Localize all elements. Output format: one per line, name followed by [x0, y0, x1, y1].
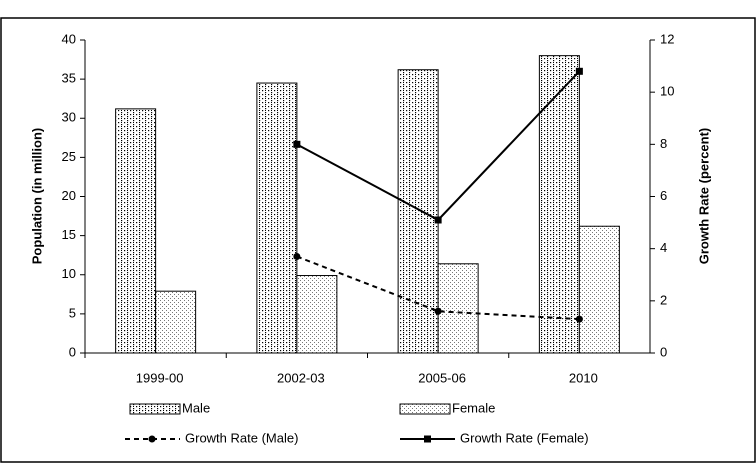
- y-tick-label: 0: [69, 344, 76, 359]
- line: [296, 255, 580, 321]
- y-tick-label: 20: [62, 188, 76, 203]
- y-tick-label: 15: [62, 227, 76, 242]
- y2-tick-label: 12: [660, 31, 674, 46]
- bar: [296, 275, 338, 354]
- legend-label: Male: [182, 400, 210, 415]
- point: [575, 315, 583, 323]
- y2-axis-title: Growth Rate (percent): [696, 128, 711, 265]
- point: [293, 252, 301, 260]
- x-tick-label: 2002-03: [277, 370, 325, 385]
- y2-tick-label: 6: [660, 188, 667, 203]
- x-tick-label: 2005-06: [418, 370, 466, 385]
- x-tick-label: 2010: [569, 370, 598, 385]
- y-tick-label: 5: [69, 305, 76, 320]
- bar: [437, 263, 479, 354]
- y2-tick-label: 2: [660, 292, 667, 307]
- point: [575, 67, 583, 75]
- bar: [256, 82, 298, 354]
- legend-swatch: [129, 403, 181, 415]
- bar: [538, 55, 580, 354]
- y-tick-label: 30: [62, 110, 76, 125]
- point: [434, 216, 442, 224]
- bar: [397, 69, 439, 354]
- y2-tick-label: 8: [660, 136, 667, 151]
- point: [293, 140, 301, 148]
- legend-label: Growth Rate (Female): [460, 430, 589, 445]
- y-tick-label: 25: [62, 149, 76, 164]
- y2-tick-label: 0: [660, 344, 667, 359]
- y-tick-label: 40: [62, 31, 76, 46]
- y2-tick-label: 4: [660, 240, 667, 255]
- bar: [155, 290, 197, 354]
- y-tick-label: 35: [62, 71, 76, 86]
- legend-marker: [148, 435, 156, 443]
- legend-label: Growth Rate (Male): [185, 430, 298, 445]
- legend-marker: [424, 435, 431, 443]
- y2-tick-label: 10: [660, 84, 674, 99]
- y-tick-label: 10: [62, 266, 76, 281]
- x-tick-label: 1999-00: [136, 370, 184, 385]
- legend-swatch: [399, 403, 451, 415]
- point: [434, 307, 442, 315]
- legend-label: Female: [452, 400, 495, 415]
- frame: [0, 17, 756, 463]
- bar: [578, 225, 620, 354]
- y-axis-title: Population (in million): [29, 128, 44, 264]
- bar: [115, 108, 157, 354]
